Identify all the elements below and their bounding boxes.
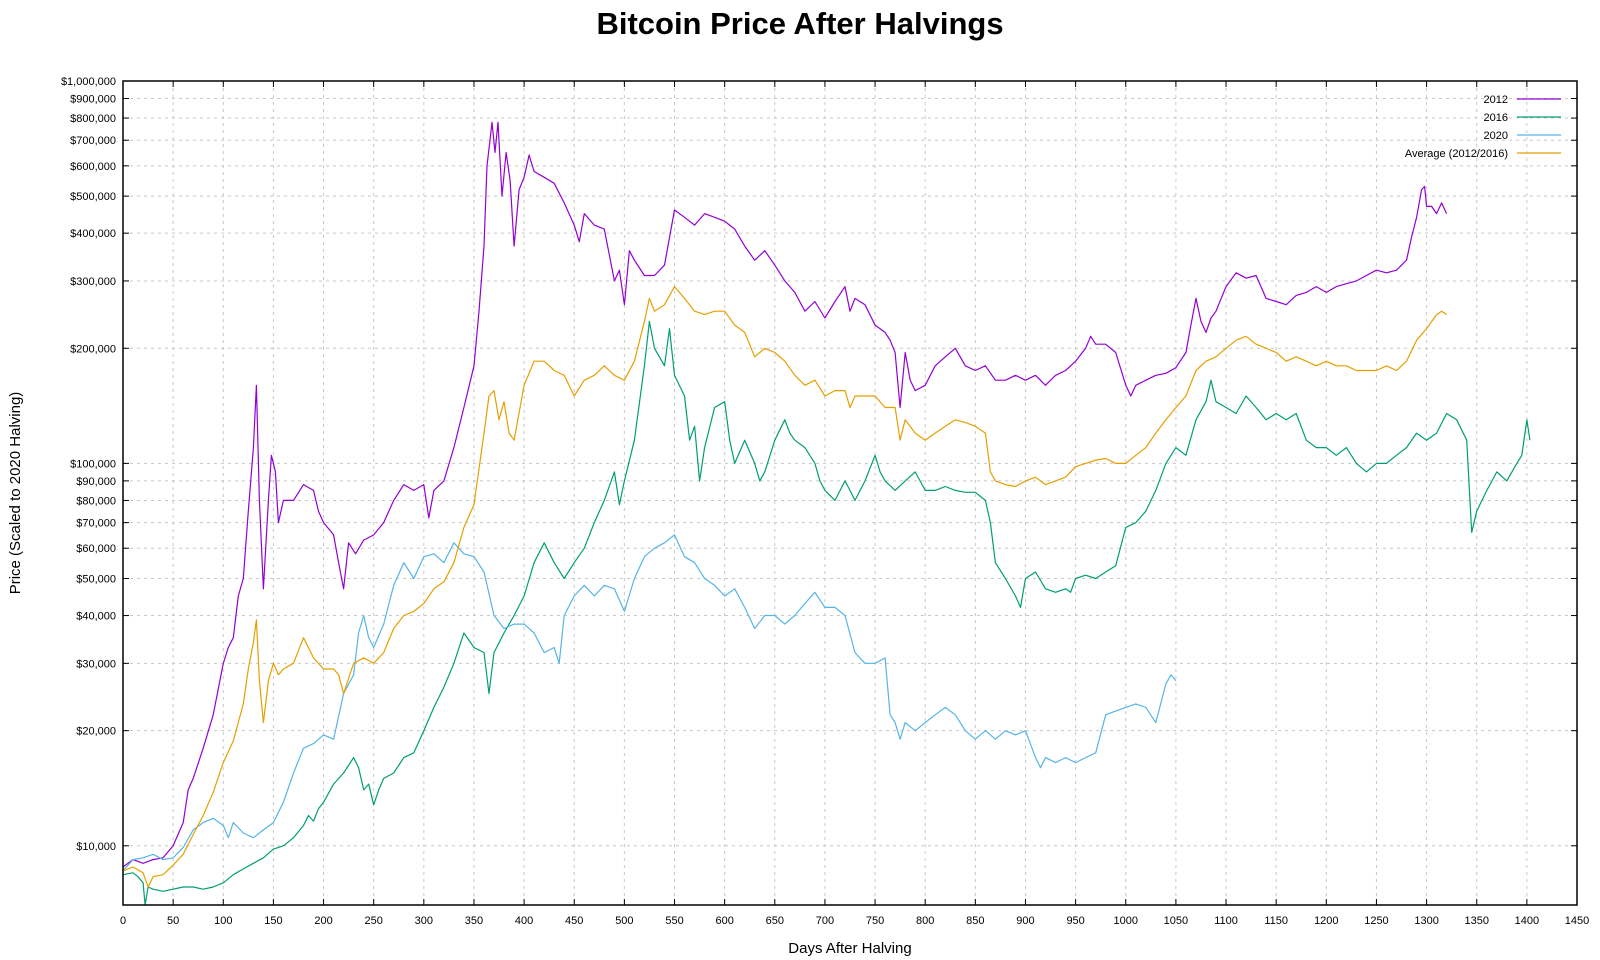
x-axis-title: Days After Halving: [788, 940, 911, 957]
legend-label: 2020: [1484, 130, 1508, 142]
y-tick-label: $1,000,000: [61, 76, 116, 88]
x-tick-label: 1150: [1264, 915, 1288, 927]
y-axis-title: Price (Scaled to 2020 Halving): [7, 392, 24, 595]
plot-frame: [122, 80, 1578, 906]
chart-title: Bitcoin Price After Halvings: [596, 6, 1004, 41]
x-tick-label: 0: [120, 915, 126, 927]
x-tick-label: 50: [167, 915, 179, 927]
x-tick-label: 200: [314, 915, 332, 927]
legend: 2012 2016 2020 Average (2012/2016): [1405, 94, 1561, 160]
x-tick-label: 700: [816, 915, 834, 927]
x-tick-label: 1100: [1214, 915, 1238, 927]
y-tick-label: $40,000: [76, 611, 116, 623]
x-tick-label: 800: [916, 915, 934, 927]
x-tick-label: 450: [565, 915, 583, 927]
axis-ticks: 0 50 100 150 200 250 300 350 400 450 500 550 600 650 7…: [61, 76, 1589, 927]
x-tick-label: 100: [214, 915, 232, 927]
y-tick-label: $200,000: [70, 343, 116, 355]
y-tick-label: $70,000: [76, 518, 116, 530]
y-tick-label: $60,000: [76, 543, 116, 555]
x-tick-label: 250: [365, 915, 383, 927]
y-tick-label: $30,000: [76, 658, 116, 670]
x-tick-label: 1400: [1515, 915, 1539, 927]
x-tick-label: 1350: [1464, 915, 1488, 927]
y-tick-label: $50,000: [76, 573, 116, 585]
x-tick-label: 150: [264, 915, 282, 927]
series-line-0: [122, 121, 1448, 868]
x-tick-label: 1300: [1414, 915, 1438, 927]
y-tick-label: $20,000: [76, 726, 116, 738]
x-tick-label: 550: [665, 915, 683, 927]
x-tick-label: 350: [465, 915, 483, 927]
y-tick-label: $300,000: [70, 276, 116, 288]
series-line-1: [122, 320, 1531, 906]
grid-lines: [123, 81, 1577, 905]
x-tick-label: 850: [966, 915, 984, 927]
x-tick-label: 1050: [1164, 915, 1188, 927]
series-lines: [122, 121, 1531, 906]
x-tick-label: 600: [715, 915, 733, 927]
series-line-2: [122, 534, 1177, 872]
x-tick-label: 950: [1066, 915, 1084, 927]
y-tick-label: $100,000: [70, 458, 116, 470]
x-tick-label: 750: [866, 915, 884, 927]
y-tick-label: $10,000: [76, 841, 116, 853]
legend-label: 2012: [1484, 94, 1508, 106]
x-tick-label: 1450: [1565, 915, 1589, 927]
legend-label: 2016: [1484, 112, 1508, 124]
y-tick-label: $600,000: [70, 161, 116, 173]
x-tick-label: 1250: [1364, 915, 1388, 927]
y-tick-label: $80,000: [76, 495, 116, 507]
y-tick-label: $700,000: [70, 135, 116, 147]
x-tick-label: 500: [615, 915, 633, 927]
x-tick-label: 300: [415, 915, 433, 927]
legend-label: Average (2012/2016): [1405, 148, 1508, 160]
x-tick-label: 650: [766, 915, 784, 927]
y-tick-label: $900,000: [70, 93, 116, 105]
y-tick-label: $800,000: [70, 113, 116, 125]
series-line-3: [122, 286, 1447, 888]
y-tick-label: $90,000: [76, 476, 116, 488]
x-tick-label: 900: [1016, 915, 1034, 927]
x-tick-label: 400: [515, 915, 533, 927]
x-tick-label: 1200: [1314, 915, 1338, 927]
y-tick-label: $400,000: [70, 228, 116, 240]
x-tick-label: 1000: [1114, 915, 1138, 927]
y-tick-label: $500,000: [70, 191, 116, 203]
